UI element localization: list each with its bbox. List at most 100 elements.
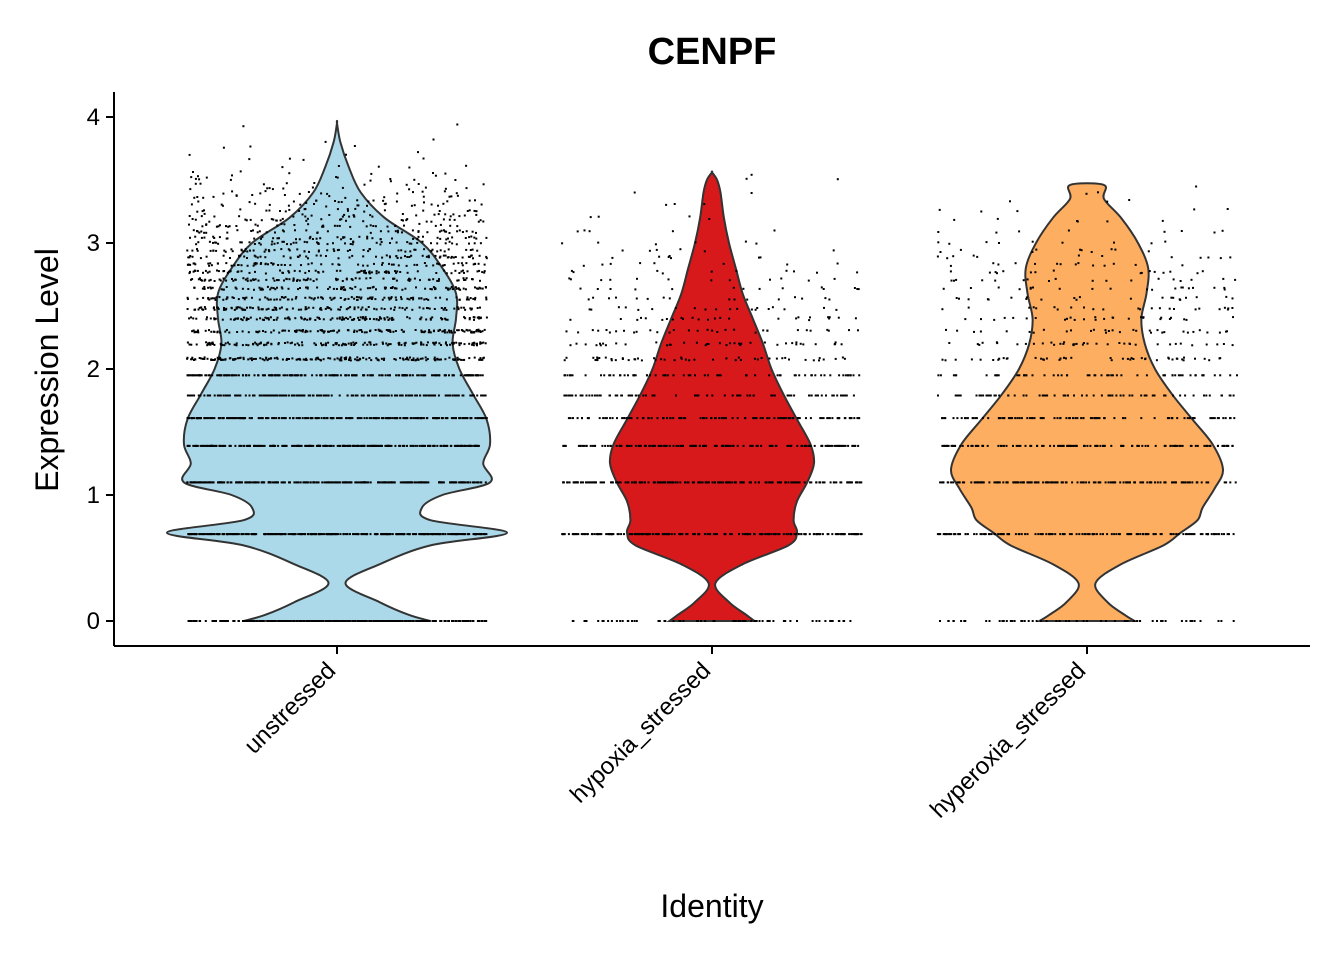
data-point bbox=[465, 230, 468, 233]
data-point bbox=[252, 358, 255, 360]
data-point bbox=[226, 271, 229, 274]
data-point bbox=[604, 344, 607, 347]
data-point bbox=[412, 296, 415, 299]
data-point bbox=[733, 342, 736, 345]
data-point bbox=[1005, 620, 1008, 622]
data-point bbox=[404, 481, 407, 484]
data-point bbox=[263, 481, 266, 484]
data-point bbox=[667, 533, 669, 536]
data-point bbox=[209, 343, 212, 346]
data-point bbox=[343, 357, 346, 360]
data-point bbox=[731, 417, 734, 420]
data-point bbox=[427, 620, 430, 622]
data-point bbox=[420, 343, 423, 346]
data-point bbox=[453, 417, 456, 420]
data-point bbox=[729, 342, 731, 345]
data-point bbox=[990, 533, 993, 536]
data-point bbox=[410, 417, 413, 420]
data-point bbox=[410, 254, 413, 257]
data-point bbox=[288, 208, 291, 211]
data-point bbox=[304, 308, 307, 311]
data-point bbox=[566, 374, 569, 377]
data-point bbox=[831, 533, 834, 536]
data-point bbox=[1154, 533, 1157, 536]
data-point bbox=[1037, 533, 1040, 536]
data-point bbox=[1156, 481, 1159, 484]
data-point bbox=[207, 262, 210, 265]
data-point bbox=[225, 286, 228, 288]
data-point bbox=[374, 298, 377, 301]
data-point bbox=[292, 241, 295, 244]
data-point bbox=[656, 269, 659, 272]
data-point bbox=[233, 358, 236, 361]
data-point bbox=[188, 153, 191, 156]
data-point bbox=[285, 620, 288, 622]
data-point bbox=[328, 307, 331, 310]
data-point bbox=[712, 533, 715, 536]
data-point bbox=[335, 481, 338, 484]
data-point bbox=[413, 533, 416, 536]
data-point bbox=[823, 306, 825, 309]
data-point bbox=[442, 481, 445, 484]
data-point bbox=[248, 271, 251, 274]
data-point bbox=[205, 481, 208, 484]
data-point bbox=[704, 444, 707, 447]
data-point bbox=[788, 394, 791, 397]
data-point bbox=[371, 237, 374, 240]
data-point bbox=[591, 444, 594, 447]
data-point bbox=[305, 481, 308, 484]
data-point bbox=[828, 298, 831, 301]
data-point bbox=[428, 329, 431, 332]
data-point bbox=[275, 308, 278, 311]
data-point bbox=[202, 481, 205, 484]
data-point bbox=[828, 316, 831, 319]
data-point bbox=[413, 263, 416, 266]
data-point bbox=[619, 481, 622, 484]
data-point bbox=[390, 296, 393, 299]
data-point bbox=[384, 481, 387, 484]
data-point bbox=[387, 329, 390, 332]
data-point bbox=[1023, 620, 1026, 622]
data-point bbox=[335, 277, 337, 280]
data-point bbox=[725, 357, 728, 360]
data-point bbox=[189, 394, 192, 397]
data-point bbox=[648, 444, 651, 447]
data-point bbox=[1163, 481, 1166, 484]
data-point bbox=[722, 444, 725, 447]
data-point bbox=[635, 620, 638, 622]
data-point bbox=[639, 533, 642, 536]
data-point bbox=[814, 343, 817, 346]
data-point bbox=[227, 341, 229, 344]
data-point bbox=[384, 374, 387, 377]
data-point bbox=[262, 330, 264, 332]
data-point bbox=[291, 444, 294, 447]
data-point bbox=[221, 533, 224, 536]
data-point bbox=[642, 394, 645, 397]
data-point bbox=[241, 287, 244, 290]
data-point bbox=[1113, 533, 1116, 536]
data-point bbox=[571, 533, 574, 536]
data-point bbox=[1146, 533, 1149, 536]
data-point bbox=[615, 342, 618, 345]
data-point bbox=[564, 374, 566, 377]
data-point bbox=[395, 417, 398, 420]
data-point bbox=[252, 278, 255, 281]
data-point bbox=[1191, 620, 1194, 622]
data-point bbox=[426, 307, 429, 310]
data-point bbox=[634, 358, 637, 361]
data-point bbox=[349, 225, 352, 228]
data-point bbox=[259, 342, 262, 345]
data-point bbox=[435, 341, 437, 344]
data-point bbox=[259, 243, 262, 246]
data-point bbox=[609, 262, 612, 265]
data-point bbox=[313, 342, 316, 345]
data-point bbox=[851, 533, 854, 536]
data-point bbox=[631, 394, 634, 397]
data-point bbox=[380, 307, 383, 310]
data-point bbox=[300, 444, 303, 447]
data-point bbox=[947, 533, 950, 536]
data-point bbox=[200, 230, 203, 233]
data-point bbox=[956, 481, 959, 484]
data-point bbox=[1095, 533, 1098, 536]
data-point bbox=[385, 271, 388, 274]
